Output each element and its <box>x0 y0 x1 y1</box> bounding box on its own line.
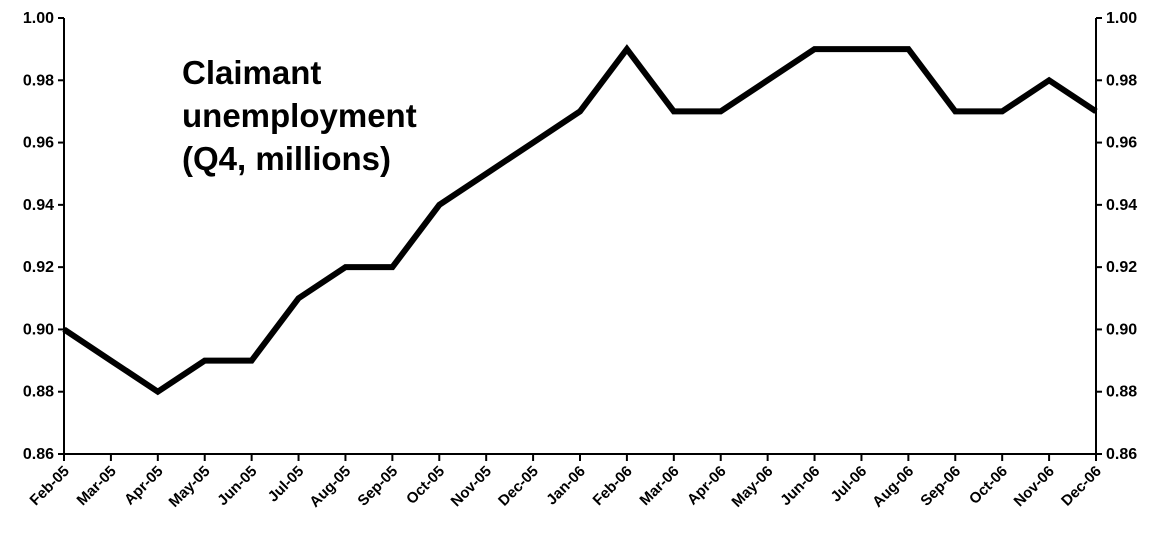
y-tick-label-right: 1.00 <box>1106 10 1137 27</box>
x-tick-label: Oct-06 <box>966 463 1011 508</box>
title-line-2: unemployment <box>182 97 417 134</box>
x-tick-label: Apr-05 <box>121 463 167 509</box>
x-tick-label: Oct-05 <box>403 463 448 508</box>
data-point <box>1048 79 1050 81</box>
data-point <box>814 48 816 50</box>
data-point <box>344 266 346 268</box>
x-tick-label: Nov-06 <box>1011 463 1058 510</box>
y-tick-label-right: 0.88 <box>1106 384 1137 401</box>
data-point <box>532 142 534 144</box>
y-tick-label-left: 0.88 <box>23 384 54 401</box>
data-point <box>860 48 862 50</box>
chart-title: Claimant unemployment (Q4, millions) <box>182 54 426 177</box>
x-tick-label: Nov-05 <box>448 463 495 510</box>
series-layer <box>62 44 1098 396</box>
data-point <box>720 110 722 112</box>
y-axis-right-ticks: 0.86 0.88 0.90 0.92 0.94 0.96 0.98 1.00 <box>1096 10 1137 463</box>
data-point <box>1001 110 1003 112</box>
y-tick-label-left: 0.94 <box>23 197 54 214</box>
x-tick-label: Jul-06 <box>828 463 871 506</box>
x-tick-label: Sep-05 <box>354 463 401 510</box>
x-tick-label: Feb-05 <box>27 463 73 509</box>
data-point <box>907 48 909 50</box>
x-tick-label: Mar-05 <box>74 463 120 509</box>
data-point <box>579 110 581 112</box>
y-tick-label-left: 0.98 <box>23 72 54 89</box>
x-tick-label: Apr-06 <box>684 463 730 509</box>
data-point <box>954 110 956 112</box>
x-tick-label: Feb-06 <box>590 463 636 509</box>
x-tick-label: Dec-06 <box>1058 463 1105 510</box>
title-line-1: Claimant <box>182 54 321 91</box>
y-axis-left-ticks: 0.86 0.88 0.90 0.92 0.94 0.96 0.98 1.00 <box>23 10 64 463</box>
y-tick-label-right: 0.92 <box>1106 259 1137 276</box>
data-point <box>626 48 628 50</box>
data-point <box>673 110 675 112</box>
y-tick-label-left: 1.00 <box>23 10 54 27</box>
y-tick-label-right: 0.96 <box>1106 135 1137 152</box>
x-tick-label: Sep-06 <box>917 463 964 510</box>
x-tick-label: Jun-06 <box>777 463 823 509</box>
y-tick-label-right: 0.98 <box>1106 72 1137 89</box>
x-tick-label: Aug-05 <box>306 463 354 511</box>
x-tick-label: Mar-06 <box>636 463 682 509</box>
x-tick-label: May-06 <box>728 463 776 511</box>
x-tick-label: May-05 <box>166 463 214 511</box>
y-tick-label-right: 0.90 <box>1106 321 1137 338</box>
x-tick-label: Jul-05 <box>265 463 308 506</box>
x-tick-label: Jun-05 <box>214 463 260 509</box>
y-tick-label-right: 0.86 <box>1106 446 1137 463</box>
title-line-3: (Q4, millions) <box>182 140 391 177</box>
data-point <box>391 266 393 268</box>
data-point <box>485 173 487 175</box>
data-point <box>767 79 769 81</box>
data-point <box>204 360 206 362</box>
x-tick-label: Aug-06 <box>869 463 917 511</box>
y-tick-label-left: 0.92 <box>23 259 54 276</box>
data-point <box>110 360 112 362</box>
y-tick-label-left: 0.96 <box>23 135 54 152</box>
data-point <box>438 204 440 206</box>
data-point <box>251 360 253 362</box>
data-point <box>298 297 300 299</box>
y-tick-label-left: 0.86 <box>23 446 54 463</box>
x-tick-label: Dec-05 <box>495 463 542 510</box>
data-point <box>1095 110 1097 112</box>
data-point <box>63 328 65 330</box>
y-tick-label-left: 0.90 <box>23 321 54 338</box>
y-tick-label-right: 0.94 <box>1106 197 1137 214</box>
data-point <box>157 391 159 393</box>
x-tick-label: Jan-06 <box>543 463 589 509</box>
